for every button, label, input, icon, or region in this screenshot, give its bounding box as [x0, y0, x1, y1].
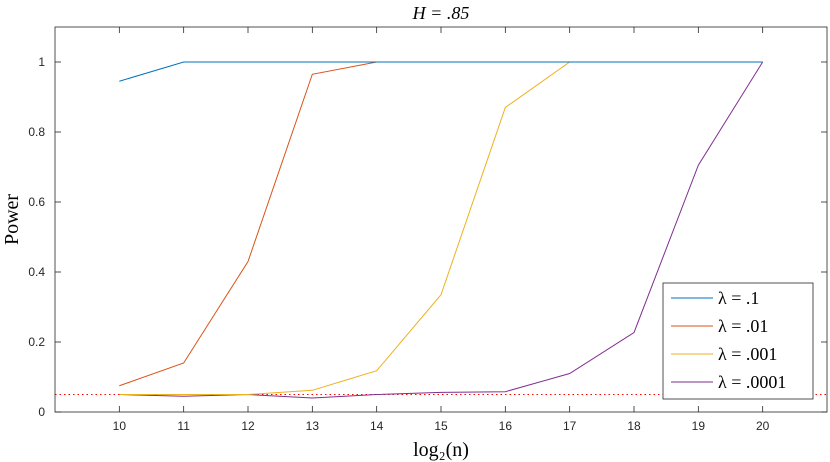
x-tick-label: 10 [113, 419, 127, 433]
legend-label-1: λ = .1 [718, 288, 759, 308]
legend-label-4: λ = .0001 [718, 372, 786, 392]
x-tick-label: 11 [177, 419, 190, 433]
x-tick-label: 12 [241, 419, 255, 433]
x-tick-label: 16 [499, 419, 513, 433]
x-axis-label: log₂(n) [413, 439, 469, 461]
plot-border [54, 26, 828, 413]
series-line-1 [119, 61, 763, 82]
y-tick-label: 0.4 [28, 265, 45, 279]
y-tick-label: 0.2 [28, 335, 45, 349]
series-line-4 [119, 61, 764, 399]
chart-title: H = .85 [412, 3, 470, 23]
y-tick-label: 0.8 [28, 125, 45, 139]
y-tick-label: 1 [38, 55, 45, 69]
legend-label-3: λ = .001 [718, 344, 777, 364]
legend-label-2: λ = .01 [718, 316, 768, 336]
x-tick-label: 20 [756, 419, 770, 433]
y-tick-label: 0 [38, 405, 45, 419]
x-tick-label: 15 [434, 419, 448, 433]
y-tick-label: 0.6 [28, 195, 45, 209]
x-tick-label: 14 [370, 419, 384, 433]
y-axis-label: Power [1, 194, 23, 245]
x-tick-label: 18 [627, 419, 641, 433]
x-tick-label: 17 [563, 419, 577, 433]
x-tick-label: 13 [306, 419, 320, 433]
legend: λ = .1 λ = .01 λ = .001 λ = .0001 [662, 282, 814, 400]
x-tick-label: 19 [692, 419, 706, 433]
legend-box [662, 282, 814, 400]
